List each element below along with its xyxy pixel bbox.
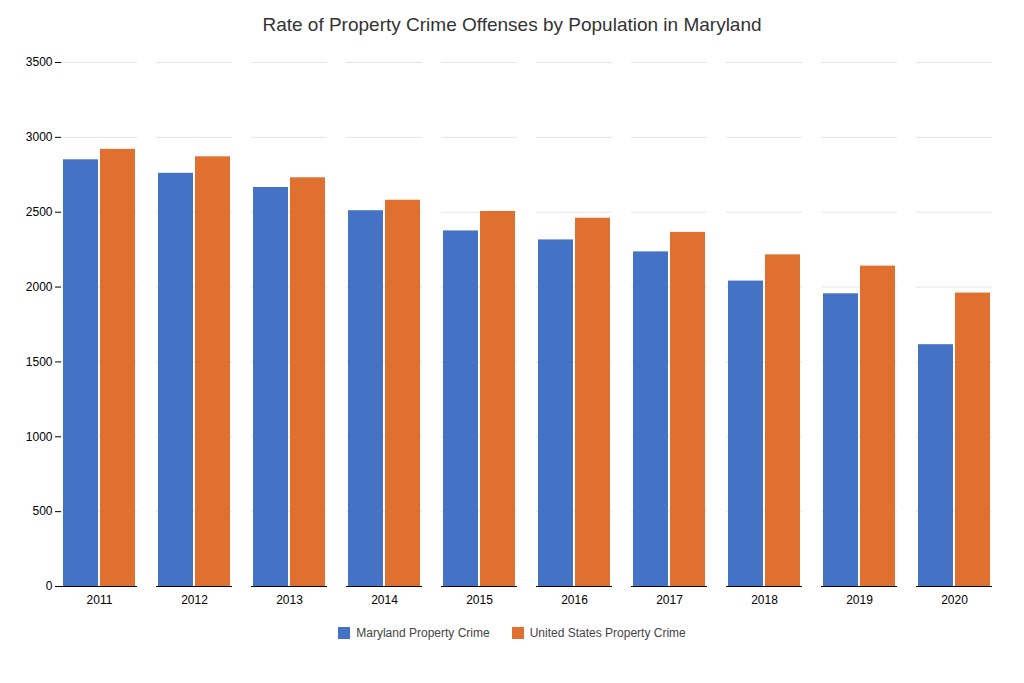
svg-text:2013: 2013 xyxy=(276,593,303,607)
svg-text:2012: 2012 xyxy=(181,593,208,607)
svg-text:1000: 1000 xyxy=(26,430,53,444)
svg-text:2019: 2019 xyxy=(846,593,873,607)
html-text:Maryland Property Crime: Maryland Property Crime xyxy=(356,626,490,640)
svg-text:2020: 2020 xyxy=(941,593,968,607)
svg-text:1500: 1500 xyxy=(26,355,53,369)
svg-text:0: 0 xyxy=(46,579,53,593)
svg-text:3500: 3500 xyxy=(26,55,53,69)
svg-text:2500: 2500 xyxy=(26,205,53,219)
svg-text:2015: 2015 xyxy=(466,593,493,607)
svg-text:500: 500 xyxy=(32,504,52,518)
svg-text:2014: 2014 xyxy=(371,593,398,607)
svg-text:2017: 2017 xyxy=(656,593,683,607)
svg-text:2018: 2018 xyxy=(751,593,778,607)
svg-text:2000: 2000 xyxy=(26,280,53,294)
svg-text:3000: 3000 xyxy=(26,130,53,144)
html-text:United States Property Crime: United States Property Crime xyxy=(529,626,686,640)
html-text:Rate of Property Crime Offense: Rate of Property Crime Offenses by Popul… xyxy=(262,14,762,35)
svg-text:2011: 2011 xyxy=(87,593,113,607)
svg-text:2016: 2016 xyxy=(561,593,588,607)
